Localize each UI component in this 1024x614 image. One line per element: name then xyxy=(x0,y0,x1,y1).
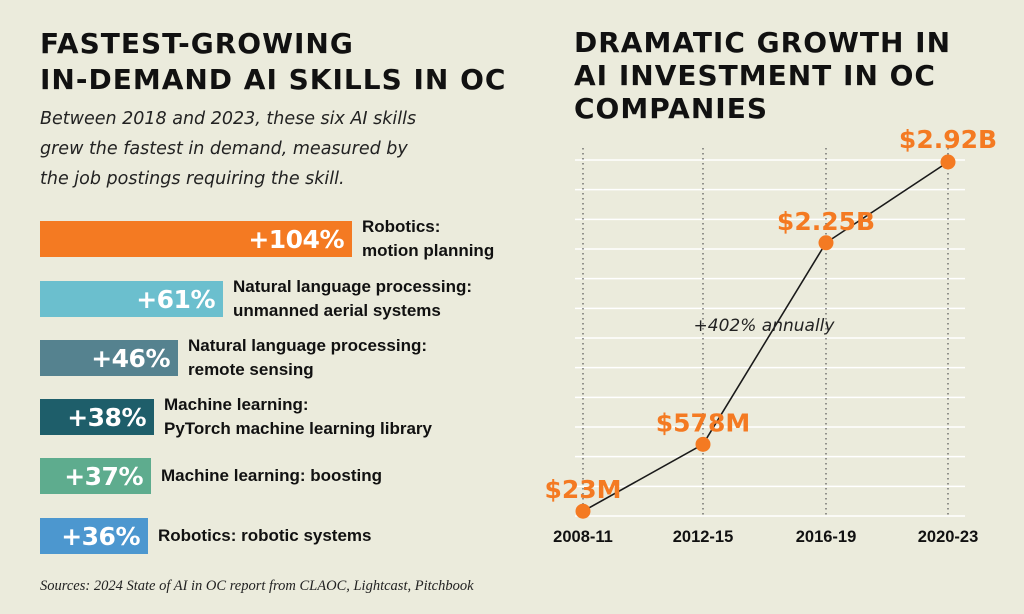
bar-category-line: Machine learning: boosting xyxy=(161,466,383,485)
bar: +61% xyxy=(40,281,223,317)
bar-value-label: +61% xyxy=(136,284,215,314)
left-title-line: IN-DEMAND AI SKILLS IN OC xyxy=(40,63,507,96)
right-title-line: COMPANIES xyxy=(574,92,768,125)
bar: +46% xyxy=(40,340,178,376)
left-chart-subtitle: Between 2018 and 2023, these six AI skil… xyxy=(40,104,480,194)
bar-category-line: Natural language processing: xyxy=(233,277,472,296)
data-value-label: $578M xyxy=(656,408,750,437)
bar: +36% xyxy=(40,518,148,554)
bar-category-label: Natural language processing: remote sensi… xyxy=(188,334,427,382)
source-note: Sources: 2024 State of AI in OC report f… xyxy=(40,578,474,594)
bar-row: +37% Machine learning: boosting xyxy=(40,458,382,494)
bar-category-line: remote sensing xyxy=(188,360,314,379)
bar-value-label: +38% xyxy=(67,402,146,432)
bar-row: +61% Natural language processing: unmanned… xyxy=(40,277,472,320)
bar-value-label: +46% xyxy=(91,343,170,373)
annotation-label: +402% annually xyxy=(694,316,836,336)
bar-value-label: +37% xyxy=(64,461,143,491)
bar-category-line: Robotics: xyxy=(362,217,441,236)
bar-category-line: Robotics: robotic systems xyxy=(158,526,372,545)
bar-value-label: +104% xyxy=(248,224,344,254)
subtitle-line: the job postings requiring the skill. xyxy=(40,169,345,189)
data-value-label: $2.92B xyxy=(899,125,997,154)
bar-category-label: Robotics: motion planning xyxy=(362,215,494,263)
data-point xyxy=(818,235,834,251)
right-title-line: AI INVESTMENT IN OC xyxy=(574,59,936,92)
bar-category-label: Robotics: robotic systems xyxy=(158,524,372,548)
bar-row: +38% Machine learning: PyTorch machine lea… xyxy=(40,395,432,438)
bar: +37% xyxy=(40,458,151,494)
bar-row: +36% Robotics: robotic systems xyxy=(40,518,372,554)
subtitle-line: Between 2018 and 2023, these six AI skil… xyxy=(40,109,417,129)
investment-series-line xyxy=(582,161,949,512)
bar-category-line: Natural language processing: xyxy=(188,336,427,355)
bar: +38% xyxy=(40,399,154,435)
x-tick-label: 2012-15 xyxy=(673,528,734,546)
bar-value-label: +36% xyxy=(61,521,140,551)
bar-row: +104% Robotics: motion planning xyxy=(40,217,494,260)
x-tick-label: 2008-11 xyxy=(553,528,613,546)
data-point xyxy=(940,154,956,170)
right-chart-title: DRAMATIC GROWTH IN AI INVESTMENT IN OC C… xyxy=(574,26,951,125)
right-title-line: DRAMATIC GROWTH IN xyxy=(574,26,952,59)
left-chart-title: FASTEST-GROWING IN-DEMAND AI SKILLS IN O… xyxy=(40,26,506,98)
bar-row: +46% Natural language processing: remote s… xyxy=(40,336,427,379)
left-title-line: FASTEST-GROWING xyxy=(40,27,354,60)
subtitle-line: grew the fastest in demand, measured by xyxy=(40,139,408,159)
data-point xyxy=(575,503,591,519)
bar: +104% xyxy=(40,221,352,257)
bar-category-line: Machine learning: xyxy=(164,395,309,414)
bar-category-line: unmanned aerial systems xyxy=(233,301,441,320)
data-value-label: $2.25B xyxy=(777,207,875,236)
data-point xyxy=(695,436,711,452)
bar-category-line: motion planning xyxy=(362,241,495,260)
bar-category-label: Machine learning: PyTorch machine learnin… xyxy=(164,393,432,441)
x-tick-label: 2020-23 xyxy=(918,528,979,546)
x-tick-label: 2016-19 xyxy=(796,528,857,546)
bar-category-label: Natural language processing: unmanned aer… xyxy=(233,275,472,323)
data-value-label: $23M xyxy=(544,475,621,504)
bar-category-line: PyTorch machine learning library xyxy=(164,419,432,438)
bar-category-label: Machine learning: boosting xyxy=(161,464,382,488)
